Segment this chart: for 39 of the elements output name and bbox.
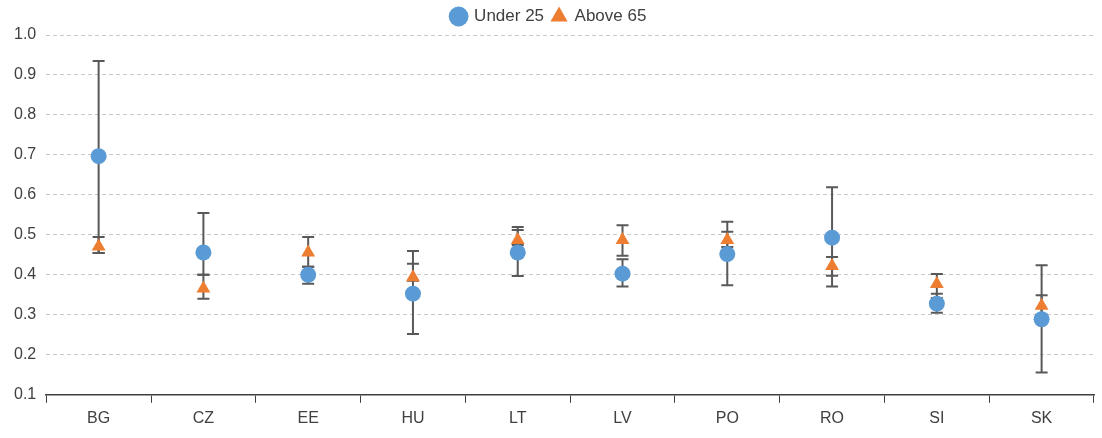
x-tick-label: BG [87,408,111,426]
x-tick-label: RO [820,408,845,426]
point [614,265,631,282]
point [720,232,735,245]
x-tick-label: SI [929,408,945,426]
y-tick-label: 0.1 [13,385,37,403]
point [196,280,211,293]
point [406,269,420,282]
x-tick-label: LT [508,408,527,426]
y-tick-label: 0.4 [13,265,37,283]
legend-label: Under 25 [474,6,545,26]
y-tick-label: 0.8 [13,105,37,123]
point [301,244,316,257]
x-tick-label: CZ [192,408,215,426]
point [824,229,841,246]
x-tick-label: HU [401,408,425,426]
point [719,246,736,263]
point [825,258,839,271]
y-tick-label: 0.9 [13,65,37,83]
point [90,148,107,165]
y-tick-label: 0.6 [13,185,37,203]
y-tick-label: 0.7 [13,145,37,163]
y-tick-label: 1.0 [13,25,37,43]
x-tick-label: PO [715,408,739,426]
point [404,285,421,302]
x-tick-label: SK [1030,408,1053,426]
legend-label: Above 65 [574,6,647,26]
point [1033,311,1050,328]
x-tick-label: EE [297,408,319,426]
point [195,244,212,261]
x-tick-label: LV [613,408,633,426]
point [929,276,944,289]
point [509,244,526,261]
point [1034,297,1049,310]
point [510,232,525,245]
y-tick-label: 0.2 [13,345,37,363]
y-tick-label: 0.5 [13,225,37,243]
y-tick-label: 0.3 [13,305,37,323]
point [615,232,630,245]
